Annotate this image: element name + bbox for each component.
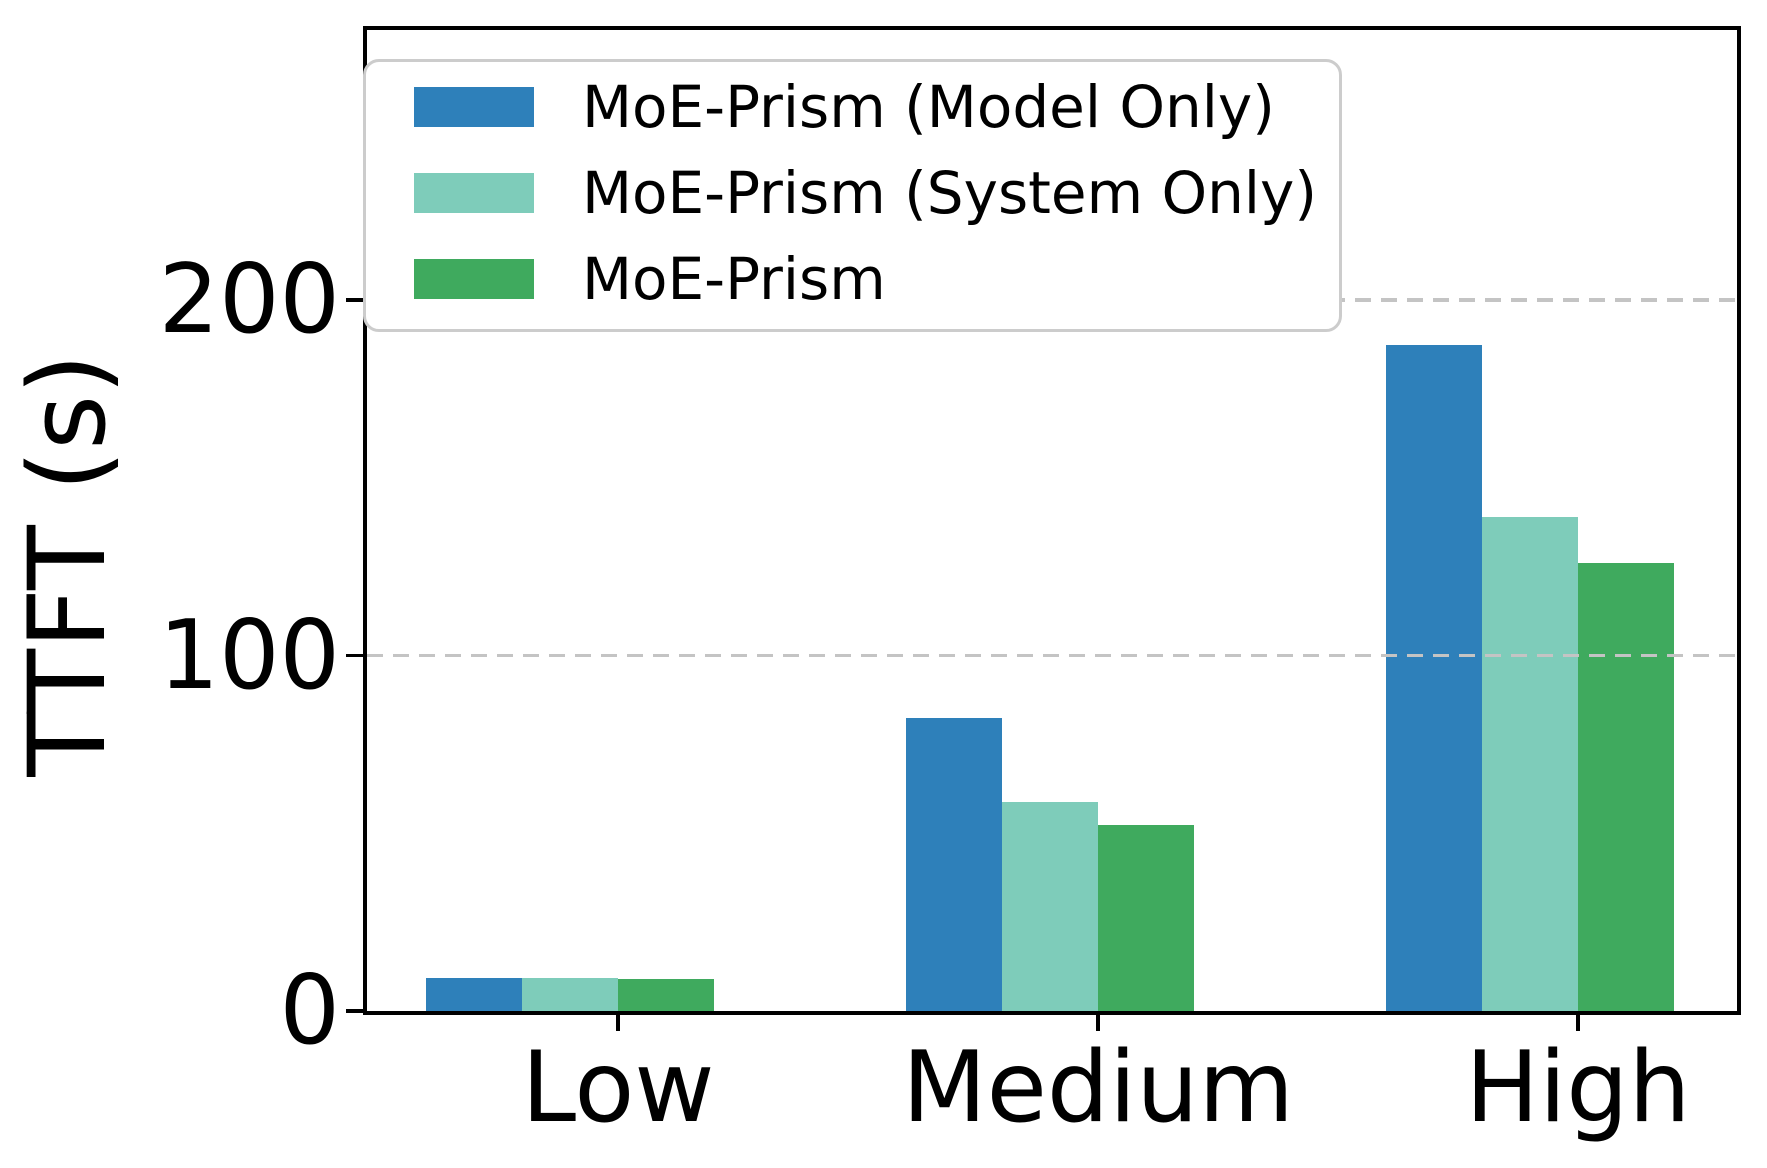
- legend-swatch-icon: [414, 87, 534, 127]
- plot-area: [367, 30, 1737, 1011]
- y-tick-mark-0: [346, 1009, 365, 1013]
- bar-high-series1: [1482, 516, 1578, 1011]
- y-tick-label-200: 200: [158, 245, 340, 356]
- bars-layer: [367, 30, 1737, 1011]
- bar-low-series1: [522, 978, 618, 1011]
- legend-row-1: MoE-Prism (System Only): [414, 159, 1317, 227]
- bar-high-series2: [1578, 562, 1674, 1011]
- bar-high-series0: [1386, 344, 1482, 1011]
- x-tick-mark-medium: [1096, 1011, 1100, 1031]
- bar-low-series0: [426, 977, 522, 1011]
- legend-label: MoE-Prism (Model Only): [582, 73, 1275, 141]
- legend-label: MoE-Prism: [582, 245, 886, 313]
- x-tick-label-low: Low: [521, 1031, 715, 1145]
- y-tick-mark-100: [346, 653, 365, 658]
- x-tick-label-high: High: [1465, 1031, 1691, 1145]
- legend-swatch-icon: [414, 259, 534, 299]
- legend-swatch-icon: [414, 173, 534, 213]
- bar-medium-series0: [906, 718, 1002, 1011]
- bar-medium-series1: [1002, 802, 1098, 1011]
- legend-row-2: MoE-Prism: [414, 245, 886, 313]
- x-tick-label-medium: Medium: [902, 1031, 1294, 1145]
- y-tick-mark-200: [346, 298, 365, 302]
- bar-medium-series2: [1098, 825, 1194, 1011]
- y-tick-label-0: 0: [279, 956, 340, 1066]
- legend: MoE-Prism (Model Only) MoE-Prism (System …: [363, 59, 1342, 332]
- legend-label: MoE-Prism (System Only): [582, 159, 1317, 227]
- x-tick-mark-low: [616, 1011, 620, 1031]
- y-tick-label-100: 100: [158, 600, 340, 711]
- x-tick-mark-high: [1576, 1011, 1580, 1031]
- bar-low-series2: [618, 979, 714, 1011]
- legend-row-0: MoE-Prism (Model Only): [414, 73, 1275, 141]
